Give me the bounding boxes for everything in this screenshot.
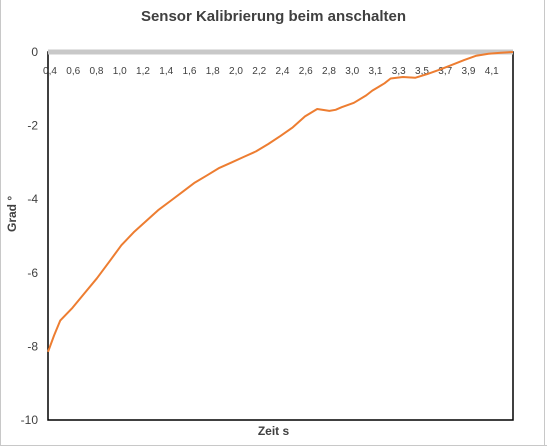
y-tick-labels: 0 -2 -4 -6 -8 -10	[21, 45, 39, 427]
y-tick-label: -4	[27, 192, 38, 206]
x-tick-label: 1,8	[206, 66, 220, 77]
x-tick-label: 2,8	[322, 66, 336, 77]
y-tick-label: -2	[27, 119, 38, 133]
y-tick-label: 0	[31, 45, 38, 59]
y-tick-label: -8	[27, 339, 38, 353]
series-line	[47, 51, 514, 353]
x-tick-label: 1,0	[113, 66, 127, 77]
x-tick-label: 0,8	[90, 66, 104, 77]
plot-border	[47, 51, 514, 421]
x-tick-label: 3,0	[345, 66, 359, 77]
y-tick-label: -6	[27, 266, 38, 280]
frame-left-border	[0, 0, 1, 446]
x-tick-label: 4,1	[485, 66, 499, 77]
x-tick-label: 3,7	[438, 66, 452, 77]
x-tick-label: 3,5	[415, 66, 429, 77]
x-tick-label: 2,0	[229, 66, 243, 77]
x-tick-label: 0,4	[43, 66, 57, 77]
y-tick-label: -10	[21, 413, 39, 427]
x-tick-label: 3,3	[392, 66, 406, 77]
x-tick-label: 3,9	[462, 66, 476, 77]
frame-right-border	[544, 0, 545, 446]
x-tick-label: 2,6	[299, 66, 313, 77]
x-tick-label: 1,2	[136, 66, 150, 77]
chart-title: Sensor Kalibrierung beim anschalten	[140, 8, 407, 25]
x-tick-label: 3,1	[369, 66, 383, 77]
x-axis-label: Zeit s	[257, 424, 290, 438]
x-tick-label: 2,4	[276, 66, 290, 77]
x-tick-label: 1,6	[183, 66, 197, 77]
x-tick-label: 0,6	[66, 66, 80, 77]
x-tick-labels: 0,4 0,6 0,8 1,0 1,2 1,4 1,6 1,8 2,0 2,2 2,4 2,6 2,8 3…	[43, 66, 499, 77]
x-tick-label: 1,4	[159, 66, 173, 77]
x-tick-label: 2,2	[252, 66, 266, 77]
